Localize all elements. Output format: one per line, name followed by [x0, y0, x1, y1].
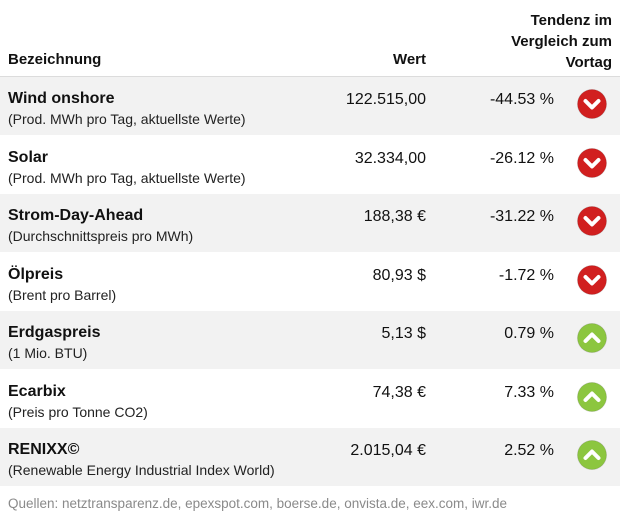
chevron-down-circle-icon — [577, 147, 607, 178]
row-subtitle: (Prod. MWh pro Tag, aktuellste Werte) — [8, 111, 246, 127]
table-row: Ölpreis (Brent pro Barrel) 80,93 $ -1.72 % — [0, 252, 620, 311]
row-title: Wind onshore — [8, 90, 115, 107]
row-value: 74,38 € — [372, 383, 426, 401]
row-value: 2.015,04 € — [350, 442, 426, 459]
table-row: Erdgaspreis (1 Mio. BTU) 5,13 $ 0.79 % — [0, 311, 620, 370]
row-subtitle: (Renewable Energy Industrial Index World… — [8, 462, 275, 478]
chevron-down-circle-icon — [577, 206, 607, 236]
row-title: RENIXX© — [8, 441, 80, 458]
row-subtitle: (1 Mio. BTU) — [8, 345, 88, 361]
trend-header-line2: Vergleich zum — [511, 33, 612, 50]
row-change-percent: 0.79 % — [504, 325, 554, 342]
chevron-down-circle-icon — [577, 89, 607, 119]
row-change-percent: -26.12 % — [489, 149, 554, 167]
row-title: Ecarbix — [8, 382, 66, 400]
row-value: 80,93 $ — [372, 266, 426, 284]
row-change-percent: 2.52 % — [504, 442, 554, 459]
table-body: Wind onshore (Prod. MWh pro Tag, aktuells… — [0, 77, 620, 487]
chevron-up-circle-icon — [577, 440, 607, 470]
row-change-percent: -31.22 % — [489, 208, 554, 225]
column-header-name: Bezeichnung — [8, 51, 102, 68]
table-row: Solar (Prod. MWh pro Tag, aktuellste Wert… — [0, 135, 620, 194]
table-header: Bezeichnung Wert Tendenz im Vergleich zu… — [0, 0, 620, 77]
row-title: Strom-Day-Ahead — [8, 207, 144, 224]
row-value: 188,38 € — [363, 208, 426, 225]
market-data-table: Bezeichnung Wert Tendenz im Vergleich zu… — [0, 0, 620, 487]
sources-footer: Quellen: netztransparenz.de, epexspot.co… — [8, 496, 508, 511]
column-header-value: Wert — [392, 51, 426, 68]
row-value: 5,13 $ — [381, 325, 426, 342]
row-subtitle: (Brent pro Barrel) — [8, 286, 117, 303]
row-subtitle: (Preis pro Tonne CO2) — [8, 403, 148, 420]
row-subtitle: (Prod. MWh pro Tag, aktuellste Werte) — [8, 169, 246, 186]
chevron-down-circle-icon — [577, 264, 607, 295]
row-change-percent: 7.33 % — [504, 383, 554, 401]
row-title: Solar — [8, 148, 49, 166]
row-value: 32.334,00 — [354, 149, 426, 167]
row-change-percent: -44.53 % — [489, 91, 554, 108]
row-title: Erdgaspreis — [8, 324, 101, 341]
chevron-up-circle-icon — [577, 323, 607, 353]
row-value: 122.515,00 — [345, 91, 426, 108]
table-row: RENIXX© (Renewable Energy Industrial Inde… — [0, 428, 620, 487]
column-header-trend: Tendenz im Vergleich zum Vortag — [462, 10, 612, 73]
row-title: Ölpreis — [8, 265, 64, 283]
trend-header-line1: Tendenz im — [530, 12, 612, 29]
table-row: Ecarbix (Preis pro Tonne CO2) 74,38 € 7.33 … — [0, 369, 620, 428]
trend-header-line3: Vortag — [565, 54, 612, 71]
table-row: Wind onshore (Prod. MWh pro Tag, aktuells… — [0, 77, 620, 136]
table-row: Strom-Day-Ahead (Durchschnittspreis pro M… — [0, 194, 620, 253]
row-subtitle: (Durchschnittspreis pro MWh) — [8, 228, 194, 244]
chevron-up-circle-icon — [577, 381, 607, 412]
row-change-percent: -1.72 % — [498, 266, 554, 284]
